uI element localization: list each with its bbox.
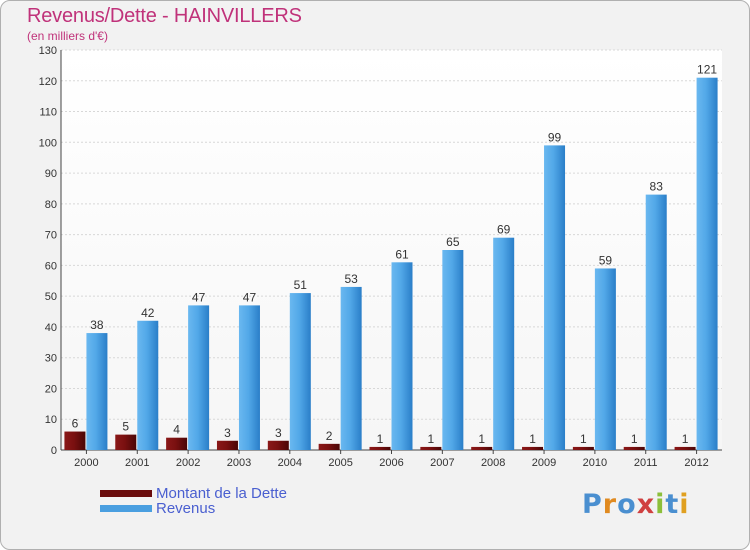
x-tick-label: 2004 bbox=[278, 457, 302, 469]
data-label: 99 bbox=[548, 130, 562, 144]
logo-letter: t bbox=[665, 489, 680, 520]
bar-dette bbox=[572, 446, 594, 450]
legend-label-dette: Montant de la Dette bbox=[156, 485, 287, 502]
data-label: 42 bbox=[141, 306, 155, 320]
logo-letter: i bbox=[679, 489, 690, 520]
y-tick-label: 20 bbox=[45, 383, 57, 395]
x-tick-label: 2002 bbox=[176, 457, 200, 469]
data-label: 1 bbox=[529, 432, 536, 446]
data-label: 1 bbox=[580, 432, 587, 446]
data-label: 69 bbox=[497, 223, 511, 237]
data-label: 51 bbox=[294, 278, 308, 292]
bar-revenus bbox=[696, 77, 718, 450]
data-label: 47 bbox=[192, 290, 206, 304]
x-tick-label: 2001 bbox=[125, 457, 149, 469]
y-tick-label: 80 bbox=[45, 199, 57, 211]
bar-dette bbox=[623, 446, 645, 450]
legend-label-revenus: Revenus bbox=[156, 500, 216, 517]
bar-revenus bbox=[544, 145, 566, 450]
y-tick-label: 110 bbox=[39, 107, 57, 119]
data-label: 4 bbox=[173, 423, 180, 437]
logo-letter: r bbox=[602, 489, 618, 520]
bar-dette bbox=[166, 437, 188, 450]
data-label: 1 bbox=[377, 432, 384, 446]
y-tick-label: 40 bbox=[45, 322, 57, 334]
y-tick-label: 100 bbox=[39, 137, 57, 149]
bar-revenus bbox=[442, 250, 464, 450]
y-tick-label: 90 bbox=[45, 168, 57, 180]
data-label: 47 bbox=[243, 290, 257, 304]
data-label: 65 bbox=[446, 235, 460, 249]
data-label: 1 bbox=[682, 432, 689, 446]
x-tick-label: 2012 bbox=[684, 457, 708, 469]
bar-revenus bbox=[137, 320, 159, 450]
bar-revenus bbox=[594, 268, 616, 450]
data-label: 3 bbox=[275, 426, 282, 440]
y-tick-label: 120 bbox=[39, 76, 57, 88]
y-tick-label: 10 bbox=[45, 414, 57, 426]
bar-revenus bbox=[493, 237, 515, 450]
proxiti-logo: Proxiti bbox=[582, 489, 690, 520]
bar-dette bbox=[471, 446, 493, 450]
bar-revenus bbox=[391, 262, 413, 450]
y-tick-label: 50 bbox=[45, 291, 57, 303]
x-tick-label: 2011 bbox=[634, 457, 658, 469]
data-label: 53 bbox=[344, 272, 358, 286]
x-tick-label: 2008 bbox=[481, 457, 505, 469]
logo-letter: x bbox=[636, 489, 656, 520]
x-tick-label: 2005 bbox=[328, 457, 352, 469]
x-tick-label: 2006 bbox=[379, 457, 403, 469]
bar-dette bbox=[318, 443, 340, 450]
data-label: 6 bbox=[72, 417, 79, 431]
data-label: 61 bbox=[395, 247, 409, 261]
legend-swatch-revenus bbox=[100, 505, 152, 512]
y-tick-label: 60 bbox=[45, 260, 57, 272]
bar-dette bbox=[420, 446, 442, 450]
bar-dette bbox=[522, 446, 544, 450]
bar-revenus bbox=[645, 194, 667, 450]
x-tick-label: 2003 bbox=[227, 457, 251, 469]
legend-swatch-dette bbox=[100, 490, 152, 497]
bar-dette bbox=[216, 440, 238, 450]
logo-letter: o bbox=[617, 489, 637, 520]
y-tick-label: 0 bbox=[51, 445, 57, 457]
legend-item-revenus: Revenus bbox=[100, 501, 287, 516]
data-label: 59 bbox=[599, 253, 613, 267]
y-tick-label: 30 bbox=[45, 353, 57, 365]
x-tick-label: 2009 bbox=[532, 457, 556, 469]
bar-dette bbox=[369, 446, 391, 450]
data-label: 2 bbox=[326, 429, 333, 443]
data-label: 3 bbox=[224, 426, 231, 440]
data-label: 83 bbox=[650, 180, 664, 194]
bar-revenus bbox=[340, 286, 362, 450]
data-label: 1 bbox=[428, 432, 435, 446]
chart-title: Revenus/Dette - HAINVILLERS bbox=[27, 5, 302, 27]
data-label: 1 bbox=[478, 432, 485, 446]
data-label: 38 bbox=[90, 318, 104, 332]
x-tick-label: 2000 bbox=[74, 457, 98, 469]
legend-item-dette: Montant de la Dette bbox=[100, 486, 287, 501]
bar-revenus bbox=[188, 305, 210, 450]
chart-subtitle: (en milliers d'€) bbox=[27, 29, 108, 43]
data-label: 5 bbox=[122, 420, 129, 434]
bar-revenus bbox=[289, 293, 311, 450]
legend: Montant de la Dette Revenus bbox=[100, 486, 287, 516]
data-label: 121 bbox=[697, 63, 717, 77]
y-tick-label: 130 bbox=[39, 45, 57, 57]
bar-dette bbox=[267, 440, 289, 450]
bar-revenus bbox=[86, 333, 108, 450]
bar-dette bbox=[115, 434, 137, 450]
bar-dette bbox=[674, 446, 696, 450]
logo-letter: i bbox=[655, 489, 666, 520]
bar-dette bbox=[64, 431, 86, 450]
data-label: 1 bbox=[631, 432, 638, 446]
x-tick-label: 2007 bbox=[430, 457, 454, 469]
logo-letter: P bbox=[582, 489, 603, 520]
x-tick-label: 2010 bbox=[583, 457, 607, 469]
bar-revenus bbox=[238, 305, 260, 450]
y-tick-label: 70 bbox=[45, 230, 57, 242]
